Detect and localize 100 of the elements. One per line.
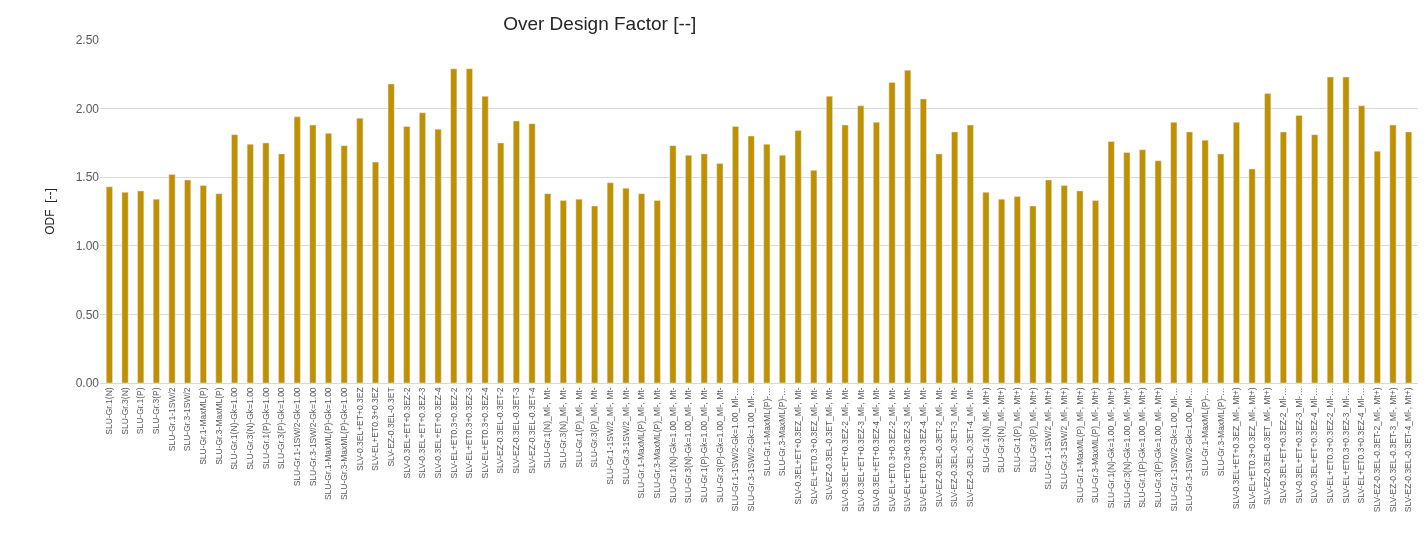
bar <box>559 200 567 383</box>
x-tick-label: SLU-Gr.3(N)-Gk=1.00_Ml-, Mt- <box>683 387 694 504</box>
x-tick-label: SLU-Gr.1(N)-Gk=1.00_Ml-, Mt- <box>667 387 678 504</box>
bar <box>309 124 317 383</box>
x-tick-label: SLU-Gr.1(P)-Gk=1.00_Ml-, Mt+) <box>1137 387 1148 508</box>
x-tick-label: SLU-Gr.3(P)_Ml-, Mt- <box>589 387 600 468</box>
x-tick-label: SLV-EZ-0.3EL-0.3ET-2 <box>495 387 506 474</box>
bar <box>919 98 927 383</box>
bar <box>466 68 473 383</box>
x-tick-label: SLV-0.3EL+ET+0.3EZ <box>354 387 365 471</box>
y-tick-label: 1.00 <box>75 239 100 253</box>
x-tick-label: SLU-Gr.3-MaxML(P)_Ml-, Mt+) <box>1090 387 1101 504</box>
bar <box>1139 149 1146 383</box>
x-tick-label: SLU-Gr.1(N)_Ml-, Mt+) <box>980 387 991 474</box>
x-tick-label: SLV-EZ-0.3EL-0.3ET_Ml-, Mt+) <box>1262 387 1273 506</box>
bar <box>779 155 786 383</box>
bar <box>1373 150 1381 383</box>
bar <box>419 112 426 383</box>
x-tick-label: SLV-EL+ET0.3+0.3EZ-4_Ml-… <box>1356 387 1367 504</box>
x-tick-label: SLV-EL+ET0.3+0.3EZ-2_Ml-… <box>1325 387 1336 504</box>
bar <box>544 193 552 383</box>
x-tick-label: SLV-EZ-0.3EL-0.3ET <box>385 387 396 467</box>
x-tick-label: SLV-EZ-0.3EL-0.3ET-4_Ml-, Mt- <box>965 387 976 508</box>
bar <box>841 124 849 383</box>
bar <box>1201 139 1209 383</box>
x-tick-label: SLU-Gr.3-1SW/2 <box>182 387 193 452</box>
x-tick-label: SLU-Gr.1-MaxML(P)_Ml-, Mt- <box>636 387 647 499</box>
bar <box>1013 196 1021 383</box>
bar <box>168 174 176 383</box>
x-tick-label: SLU-Gr.1(N)-Gk=1.00_Ml-, Mt+) <box>1105 387 1116 509</box>
y-tick-label: 0.00 <box>75 376 100 391</box>
x-tick-label: SLV-0.3EL+ET+0.3EZ-2_Ml-, Mt- <box>839 387 850 512</box>
bar <box>1170 122 1178 383</box>
x-tick-label: SLU-Gr.1(N)-Gk=1.00 <box>229 387 240 470</box>
bar <box>184 179 192 383</box>
x-tick-label: SLU-Gr.1(P)-Gk=1.00 <box>260 387 271 470</box>
bar <box>982 192 990 383</box>
x-tick-label: SLV-EZ-0.3EL-0.3ET-4_Ml-, Mt+) <box>1403 387 1414 513</box>
x-tick-label: SLU-Gr.1-1SW/2_Ml-, Mt- <box>605 387 616 485</box>
bar <box>794 130 802 383</box>
bar <box>1248 168 1256 383</box>
x-tick-label: SLV-EL+ET0.3+0.3EZ <box>370 387 381 471</box>
x-tick-label: SLU-Gr.1-1SW/2-Gk=1.00_Ml-… <box>730 387 741 512</box>
bar <box>1123 152 1131 383</box>
x-tick-label: SLV-EZ-0.3EL-0.3ET-4 <box>526 387 537 474</box>
bar <box>1264 93 1272 383</box>
bar <box>450 68 458 383</box>
bar <box>215 193 223 383</box>
x-tick-label: SLV-EZ-0.3EL-0.3ET-2_Ml-, Mt- <box>933 387 944 508</box>
x-tick-label: SLU-Gr.1-MaxML(P)-… <box>1199 387 1210 477</box>
x-tick-label: SLU-Gr.1-1SW/2_Ml-, Mt+) <box>1043 387 1054 490</box>
x-tick-label: SLU-Gr.3(P)-Gk=1.00_Ml-, Mt- <box>714 387 725 503</box>
x-tick-label: SLV-EZ-0.3EL-0.3ET-2_Ml-, Mt+) <box>1372 387 1383 513</box>
x-tick-label: SLU-Gr.3(N)-Gk=1.00_Ml-, Mt+) <box>1121 387 1132 509</box>
bar <box>1405 131 1412 383</box>
x-tick-label: SLU-Gr.1(N)_Ml-, Mt- <box>542 387 553 469</box>
x-tick-label: SLU-Gr.3(P)-Gk=1.00_Ml-, Mt+) <box>1152 387 1163 508</box>
x-tick-label: SLU-Gr.3-MaxML(P)-… <box>1215 387 1226 477</box>
x-tick-label: SLU-Gr.1-MaxML(P) <box>198 387 209 465</box>
bar <box>1295 115 1303 383</box>
x-tick-label: SLV-0.3EL+ET+0.3EZ_Ml-, Mt+) <box>1231 387 1242 510</box>
bar <box>873 122 880 383</box>
bar <box>888 82 896 383</box>
bar <box>591 205 599 383</box>
bar <box>1311 134 1319 383</box>
bar <box>1217 153 1225 383</box>
bar <box>1154 160 1162 383</box>
x-tick-label: SLU-Gr.1-1SW/2 <box>166 387 177 452</box>
bar <box>512 120 520 383</box>
bar <box>1092 200 1099 383</box>
x-tick-label: SLV-EL+ET0.3+0.3EZ-3_Ml-, Mt- <box>902 387 913 512</box>
bar <box>387 83 395 383</box>
x-tick-label: SLU-Gr.3-MaxML(P)-Gk=1.00 <box>338 387 349 501</box>
bar <box>340 145 348 383</box>
bar <box>622 187 630 383</box>
x-tick-label: SLV-EZ-0.3EL-0.3ET_Ml-, Mt- <box>824 387 835 501</box>
bar <box>1389 124 1397 383</box>
y-axis-title: ODF [--] <box>42 188 57 235</box>
bar <box>1233 122 1240 383</box>
bar <box>1029 205 1037 383</box>
bar <box>747 135 755 383</box>
bar <box>481 96 489 383</box>
x-tick-label: SLV-0.3EL+ET+0.3EZ_Ml-, Mt- <box>792 387 803 505</box>
x-tick-label: SLV-EZ-0.3EL-0.3ET-3_Ml-, Mt+) <box>1387 387 1398 513</box>
bar <box>638 193 645 383</box>
x-tick-label: SLV-EL+ET0.3+0.3EZ_Ml-, Mt+) <box>1246 387 1257 510</box>
x-tick-label: SLV-0.3EL+ET+0.3EZ-2 <box>401 387 412 479</box>
chart-title: Over Design Factor [--] <box>503 12 697 34</box>
x-tick-label: SLV-0.3EL+ET+0.3EZ-4_Ml-… <box>1309 387 1320 504</box>
bar <box>685 155 692 383</box>
bar <box>1076 190 1084 383</box>
bar <box>732 126 739 383</box>
x-tick-label: SLU-Gr.1(P)_Ml-, Mt+) <box>1012 387 1023 473</box>
bar <box>763 144 771 383</box>
bar <box>826 96 833 383</box>
x-tick-label: SLV-EL+ET0.3+0.3EZ-2 <box>448 387 459 479</box>
y-tick-label: 1.50 <box>75 170 100 185</box>
x-tick-label: SLV-0.3EL+ET+0.3EZ-2_Ml-… <box>1278 387 1289 504</box>
x-tick-label: SLV-0.3EL+ET+0.3EZ-4_Ml-, Mt- <box>871 387 882 512</box>
y-tick-label: 2.00 <box>75 101 100 116</box>
